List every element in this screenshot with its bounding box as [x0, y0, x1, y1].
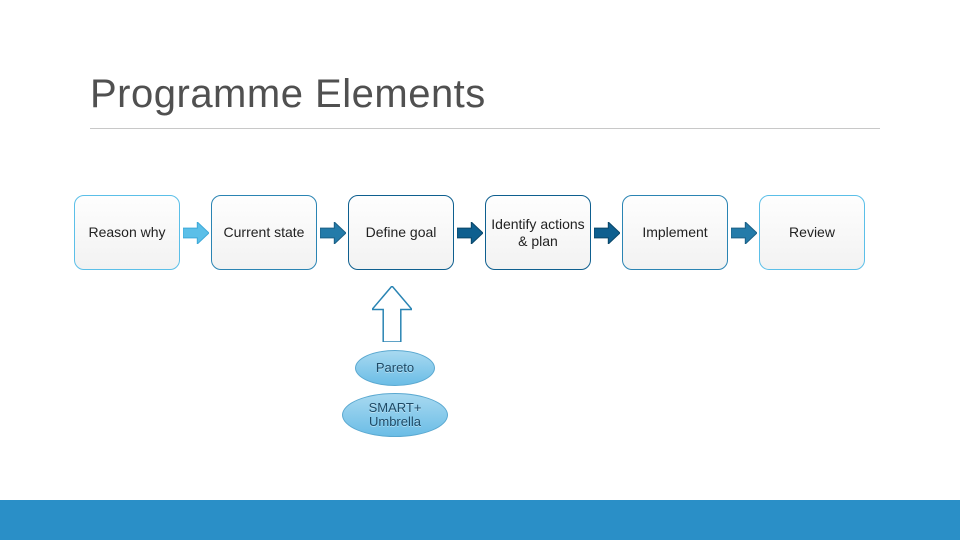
process-flow: Reason why Current state Define goal Identi…	[74, 195, 865, 270]
step-label: Reason why	[88, 224, 165, 240]
step-label: Implement	[642, 224, 707, 240]
flow-arrow-icon	[591, 222, 622, 244]
flow-arrow-icon	[317, 222, 348, 244]
annotation-ellipse: Pareto	[355, 350, 435, 386]
title-underline	[90, 128, 880, 129]
step-box: Reason why	[74, 195, 180, 270]
page-title: Programme Elements	[90, 72, 486, 117]
flow-arrow-icon	[180, 222, 211, 244]
up-arrow	[372, 286, 412, 347]
annotation-ellipse: SMART+ Umbrella	[342, 393, 448, 437]
step-label: Identify actions & plan	[490, 216, 586, 248]
step-box: Define goal	[348, 195, 454, 270]
step-box: Identify actions & plan	[485, 195, 591, 270]
step-label: Current state	[224, 224, 305, 240]
flow-arrow-icon	[728, 222, 759, 244]
flow-arrow-icon	[454, 222, 485, 244]
step-label: Review	[789, 224, 835, 240]
ellipse-label: Pareto	[376, 361, 414, 375]
footer-bar	[0, 500, 960, 540]
step-box: Review	[759, 195, 865, 270]
step-box: Current state	[211, 195, 317, 270]
step-label: Define goal	[366, 224, 437, 240]
ellipse-label: SMART+ Umbrella	[343, 401, 447, 430]
step-box: Implement	[622, 195, 728, 270]
